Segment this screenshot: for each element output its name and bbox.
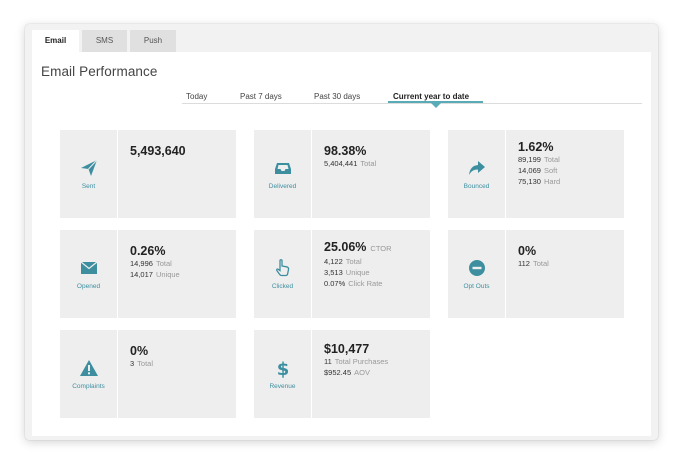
metric-card-complaints: Complaints 0% 3 Total (60, 330, 236, 418)
paper-plane-icon (79, 158, 99, 178)
revenue-label: Revenue (269, 383, 296, 390)
opened-total-row: 14,996 Total (130, 259, 172, 268)
opened-label: Opened (76, 283, 101, 290)
period-active-indicator (388, 101, 483, 103)
tab-email[interactable]: Email (32, 30, 79, 52)
channel-tabs: Email SMS Push (32, 30, 179, 52)
clicked-total-row: 4,122 Total (324, 257, 362, 266)
complaints-total-row: 3 Total (130, 359, 154, 368)
clicked-unique-row: 3,513 Unique (324, 268, 370, 277)
clicked-rate-row: 0.07% Click Rate (324, 279, 383, 288)
metric-card-bounced: Bounced 1.62% 89,199 Total 14,069 Soft 75,… (448, 130, 624, 218)
page-title: Email Performance (41, 64, 158, 79)
tab-push[interactable]: Push (130, 30, 176, 52)
metric-card-delivered: Delivered 98.38% 5,404,441 Total (254, 130, 430, 218)
period-today[interactable]: Today (186, 92, 208, 101)
metric-card-clicked: Clicked 25.06% CTOR 4,122 Total 3,513 Uniqu… (254, 230, 430, 318)
bounced-label: Bounced (463, 183, 490, 190)
complaints-label: Complaints (72, 383, 105, 390)
period-caret-icon (431, 103, 441, 108)
metric-card-sent: Sent 5,493,640 (60, 130, 236, 218)
period-past-7-days[interactable]: Past 7 days (240, 92, 282, 101)
app-window: Email SMS Push Email Performance Today P… (25, 24, 658, 440)
delivered-value: 98.38% (324, 144, 367, 158)
period-past-30-days[interactable]: Past 30 days (314, 92, 361, 101)
revenue-purchases-row: 11 Total Purchases (324, 357, 389, 366)
revenue-value: $10,477 (324, 342, 370, 356)
period-divider (182, 103, 642, 104)
inbox-icon (273, 158, 293, 178)
optouts-total-row: 112 Total (518, 259, 549, 268)
svg-text:$: $ (276, 359, 289, 378)
clicked-label: Clicked (271, 283, 294, 290)
sent-value: 5,493,640 (130, 144, 186, 158)
period-current-year[interactable]: Current year to date (393, 92, 470, 101)
delivered-total-row: 5,404,441 Total (324, 159, 377, 168)
dollar-icon: $ (273, 358, 293, 378)
metric-card-optouts: Opt Outs 0% 112 Total (448, 230, 624, 318)
warning-triangle-icon (79, 358, 99, 378)
clicked-value: 25.06% CTOR (324, 240, 392, 254)
delivered-label: Delivered (268, 183, 297, 190)
optouts-value: 0% (518, 244, 537, 258)
bounced-hard-row: 75,130 Hard (518, 177, 561, 186)
envelope-icon (79, 258, 99, 278)
metric-card-opened: Opened 0.26% 14,996 Total 14,017 Unique (60, 230, 236, 318)
bounced-value: 1.62% (518, 140, 554, 154)
bounced-soft-row: 14,069 Soft (518, 166, 558, 175)
optouts-label: Opt Outs (463, 283, 490, 290)
opened-value: 0.26% (130, 244, 166, 258)
pointer-hand-icon (273, 258, 293, 278)
sent-label: Sent (81, 183, 96, 190)
bounced-total-row: 89,199 Total (518, 155, 560, 164)
revenue-aov-row: $952.45 AOV (324, 368, 370, 377)
tab-sms[interactable]: SMS (82, 30, 127, 52)
complaints-value: 0% (130, 344, 149, 358)
minus-circle-icon (467, 258, 487, 278)
share-arrow-icon (467, 158, 487, 178)
opened-unique-row: 14,017 Unique (130, 270, 180, 279)
email-panel: Email Performance Today Past 7 days Past… (32, 52, 651, 436)
metric-card-revenue: $ Revenue $10,477 11 Total Purchases $952… (254, 330, 430, 418)
ctor-label: CTOR (370, 244, 392, 253)
period-tabs: Today Past 7 days Past 30 days Current y… (32, 68, 651, 101)
